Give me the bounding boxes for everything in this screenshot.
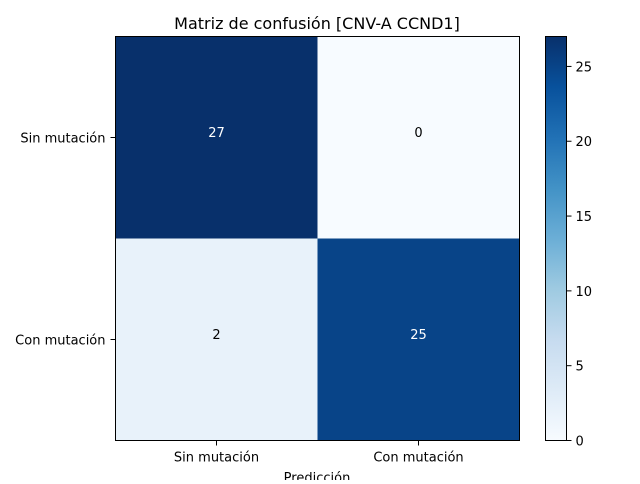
- cell-value-label: 2: [212, 328, 220, 343]
- heatmap-cell: [115, 238, 318, 441]
- colorbar-tick-label: 5: [576, 360, 584, 375]
- colorbar-tick-label: 15: [576, 210, 593, 225]
- colorbar-ticks: 0 5 10 15 20 25: [566, 60, 593, 450]
- chart-title: Matriz de confusión [CNV-A CCND1]: [174, 14, 460, 33]
- colorbar-tick-label: 10: [576, 285, 593, 300]
- heatmap-cells: [115, 36, 520, 441]
- colorbar-tick-label: 25: [576, 60, 593, 75]
- plot-frame: [115, 36, 520, 441]
- cell-value-label: 25: [410, 328, 427, 343]
- x-tick-label: Con mutación: [373, 451, 463, 466]
- x-axis-ticks: Sin mutación Con mutación: [174, 440, 464, 466]
- colorbar-tick-label: 0: [576, 435, 584, 450]
- y-axis-ticks: Sin mutación Con mutación: [15, 132, 116, 349]
- x-tick-label: Sin mutación: [174, 451, 259, 466]
- cell-value-label: 0: [414, 126, 422, 141]
- y-tick-label: Con mutación: [15, 334, 105, 349]
- x-axis-label: Predicción: [284, 471, 351, 480]
- colorbar: [545, 36, 567, 441]
- cell-value-label: 27: [208, 126, 225, 141]
- cell-value-labels: 27 0 2 25: [208, 126, 427, 343]
- heatmap-cell: [317, 36, 520, 239]
- heatmap-cell: [115, 36, 318, 239]
- colorbar-tick-label: 20: [576, 135, 593, 150]
- y-tick-label: Sin mutación: [20, 132, 105, 147]
- heatmap-cell: [317, 238, 520, 441]
